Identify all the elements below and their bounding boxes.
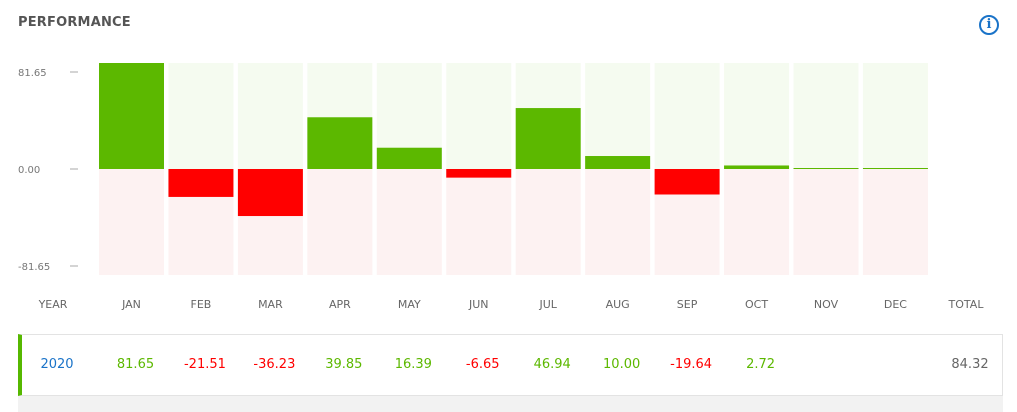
header-month-jan: JAN <box>121 298 141 311</box>
bar-background-negative <box>376 169 442 275</box>
bar-aug[interactable] <box>585 156 651 169</box>
bar-may[interactable] <box>376 147 442 169</box>
row-value-sep: -19.64 <box>670 357 713 372</box>
bar-sep[interactable] <box>654 169 720 195</box>
bar-oct[interactable] <box>724 165 790 169</box>
bar-background-positive <box>237 63 303 169</box>
bar-background-negative <box>862 169 928 275</box>
table-row[interactable]: 2020 81.65 -21.51 -36.23 39.85 16.39 -6.65 46.9… <box>18 334 1003 396</box>
bar-jul[interactable] <box>515 108 581 169</box>
row-value-jun: -6.65 <box>465 357 500 372</box>
bar-jan[interactable] <box>99 63 164 169</box>
header-total: TOTAL <box>948 298 985 311</box>
row-value-mar: -36.23 <box>253 357 296 372</box>
row-value-jan: 81.65 <box>116 357 155 372</box>
bar-background-negative <box>99 169 164 275</box>
bar-background-negative <box>724 169 790 275</box>
y-tick-label: 81.65 <box>18 68 47 79</box>
header-month-jul: JUL <box>538 298 557 311</box>
bar-background-positive <box>793 63 859 169</box>
row-value-oct: 2.72 <box>746 357 776 372</box>
y-axis: 81.65 0.00 -81.65 <box>18 68 78 273</box>
bar-background-negative <box>307 169 373 275</box>
bar-background-negative <box>793 169 859 275</box>
bar-jun[interactable] <box>446 169 512 178</box>
bar-background-positive <box>724 63 790 169</box>
bar-background-negative <box>585 169 651 275</box>
row-year: 2020 <box>40 357 74 372</box>
bar-background-positive <box>654 63 720 169</box>
header-month-nov: NOV <box>814 298 839 311</box>
row-value-aug: 10.00 <box>603 357 641 372</box>
bar-background-positive <box>168 63 234 169</box>
header-year: YEAR <box>38 298 68 311</box>
chart-bars <box>99 63 928 217</box>
bar-background-negative <box>446 169 512 275</box>
performance-chart: 81.65 0.00 -81.65 YEAR JAN FEB MAR APR MAY JUN JU… <box>18 63 985 311</box>
bar-mar[interactable] <box>237 169 303 217</box>
table-footer-strip <box>18 396 1003 412</box>
section-title: PERFORMANCE <box>18 15 131 30</box>
row-value-may: 16.39 <box>394 357 432 372</box>
header-month-may: MAY <box>398 298 421 311</box>
row-value-feb: -21.51 <box>183 357 226 372</box>
bar-background-positive <box>446 63 512 169</box>
y-tick-label: -81.65 <box>18 262 50 273</box>
header-month-sep: SEP <box>677 298 698 311</box>
bar-background-positive <box>862 63 928 169</box>
row-value-apr: 39.85 <box>325 357 363 372</box>
header-month-oct: OCT <box>745 298 768 311</box>
info-icon[interactable]: i <box>979 15 999 35</box>
row-value-jul: 46.94 <box>533 357 571 372</box>
header-month-mar: MAR <box>258 298 283 311</box>
header-month-jun: JUN <box>468 298 489 311</box>
header-month-aug: AUG <box>606 298 630 311</box>
table-header-row: YEAR JAN FEB MAR APR MAY JUN JUL AUG SEP OCT NOV DEC… <box>38 298 985 311</box>
bar-nov[interactable] <box>793 168 859 169</box>
header-month-feb: FEB <box>191 298 212 311</box>
bar-background-negative <box>515 169 581 275</box>
bar-apr[interactable] <box>307 117 373 169</box>
bar-feb[interactable] <box>168 169 234 197</box>
row-total: 84.32 <box>951 357 989 372</box>
bar-dec[interactable] <box>862 168 928 169</box>
bar-background-positive <box>585 63 651 169</box>
header-month-apr: APR <box>329 298 351 311</box>
y-tick-label: 0.00 <box>18 165 40 176</box>
header-month-dec: DEC <box>884 298 907 311</box>
